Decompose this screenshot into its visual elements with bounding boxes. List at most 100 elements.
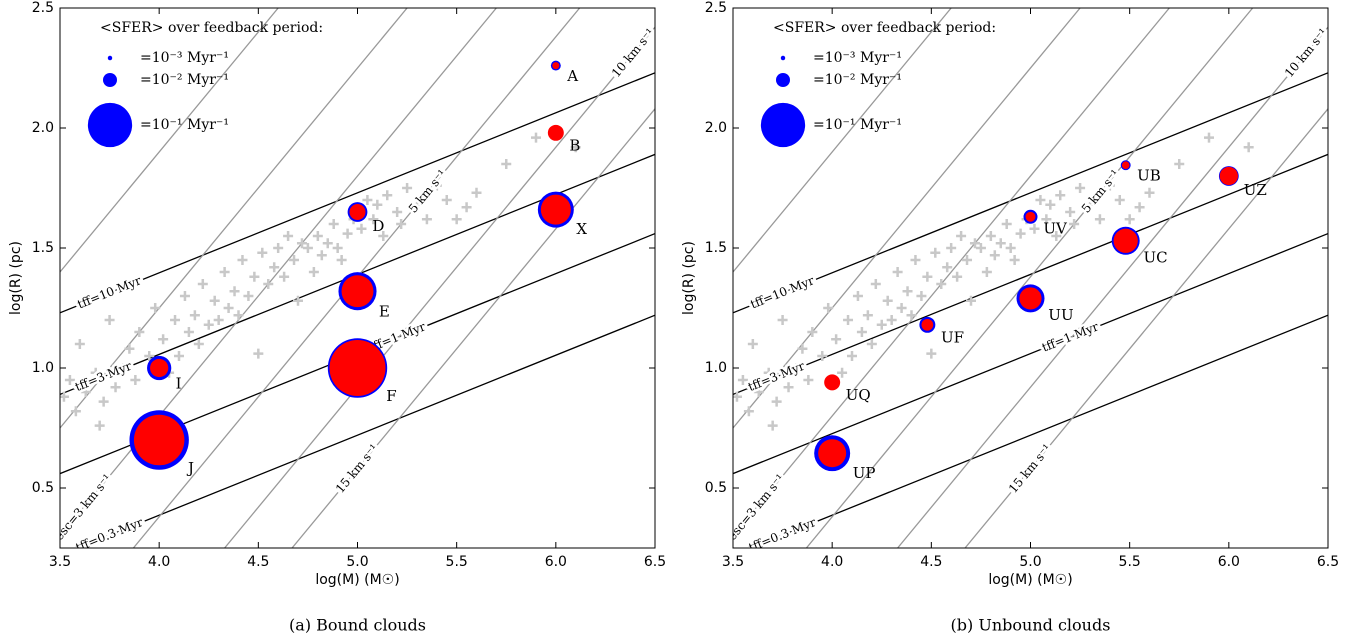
- cross-marker: [876, 319, 887, 330]
- reference-line: [60, 8, 408, 429]
- legend-label: =10⁻¹ Myr⁻¹: [140, 117, 229, 133]
- cross-marker: [916, 291, 927, 301]
- cloud-label: A: [566, 67, 578, 85]
- cross-marker: [253, 348, 264, 359]
- line-label: tff=10 Myr: [748, 273, 816, 311]
- cross-marker: [1085, 199, 1095, 210]
- cross-marker: [870, 279, 881, 289]
- cloud-label: UU: [1048, 306, 1073, 324]
- cross-marker: [197, 279, 208, 289]
- cross-marker: [1094, 214, 1105, 225]
- cross-marker: [98, 396, 109, 407]
- cross-marker: [747, 339, 758, 349]
- y-tick-label: 1.0: [32, 360, 54, 376]
- cross-marker: [981, 267, 992, 277]
- cross-marker: [368, 214, 379, 225]
- cross-marker: [969, 238, 980, 249]
- line-label: tff=3 Myr: [73, 359, 134, 394]
- cross-marker: [777, 315, 788, 325]
- cross-marker: [289, 255, 300, 265]
- cross-marker: [203, 319, 214, 330]
- inner-marker: [329, 340, 386, 396]
- cross-marker: [966, 295, 976, 306]
- cross-marker: [441, 195, 452, 205]
- legend-label: =10⁻³ Myr⁻¹: [813, 50, 902, 66]
- cross-marker: [249, 271, 260, 282]
- cross-marker: [150, 303, 161, 313]
- inner-marker: [547, 124, 564, 141]
- cross-marker: [316, 250, 327, 261]
- inner-marker: [349, 204, 366, 220]
- inner-marker: [1025, 211, 1036, 222]
- y-tick-label: 1.5: [32, 240, 54, 256]
- inner-marker: [1113, 228, 1138, 253]
- reference-line: [733, 72, 1328, 314]
- cross-marker: [209, 295, 220, 306]
- y-tick-label: 2.5: [705, 0, 727, 16]
- cross-marker: [130, 375, 141, 385]
- cross-marker: [882, 295, 893, 306]
- cross-marker: [104, 315, 115, 325]
- cross-marker: [531, 132, 541, 143]
- cross-marker: [962, 255, 973, 265]
- cross-marker: [807, 327, 818, 337]
- cross-marker: [336, 255, 347, 265]
- cross-marker: [322, 238, 333, 249]
- legend-label: =10⁻² Myr⁻¹: [140, 72, 229, 88]
- inner-marker: [824, 374, 841, 391]
- cross-marker: [1029, 223, 1040, 234]
- cross-marker: [753, 387, 764, 397]
- x-tick-label: 6.5: [644, 554, 666, 570]
- cross-marker: [570, 142, 581, 153]
- cross-marker: [308, 267, 319, 277]
- cross-marker: [74, 339, 85, 349]
- cross-marker: [1001, 219, 1012, 229]
- cross-marker: [1204, 132, 1214, 143]
- cross-marker: [263, 279, 274, 289]
- cloud-label: UF: [941, 328, 964, 346]
- cross-marker: [243, 291, 254, 301]
- inner-marker: [1121, 161, 1130, 170]
- x-tick-label: 4.5: [247, 554, 269, 570]
- cross-marker: [189, 310, 200, 321]
- x-tick-label: 6.0: [1218, 554, 1240, 570]
- cross-marker: [378, 231, 389, 241]
- cross-marker: [952, 271, 963, 282]
- cross-marker: [975, 243, 986, 253]
- cross-marker: [412, 199, 422, 210]
- x-tick-label: 5.0: [346, 554, 368, 570]
- cross-marker: [837, 367, 848, 378]
- legend-label: =10⁻³ Myr⁻¹: [140, 50, 229, 66]
- cross-marker: [342, 228, 353, 239]
- cross-marker: [431, 180, 442, 191]
- legend-label: =10⁻¹ Myr⁻¹: [813, 117, 902, 133]
- cross-marker: [847, 351, 857, 361]
- caption: (b) Unbound clouds: [951, 616, 1111, 635]
- cross-marker: [1069, 219, 1080, 229]
- line-label: tff=1 Myr: [1040, 319, 1101, 354]
- cross-marker: [233, 310, 244, 321]
- cross-marker: [229, 286, 240, 297]
- inner-marker: [341, 275, 374, 308]
- y-tick-label: 1.5: [705, 240, 727, 256]
- x-tick-label: 4.5: [920, 554, 942, 570]
- cross-marker: [862, 310, 873, 321]
- cross-marker: [1124, 214, 1135, 225]
- cross-marker: [930, 247, 941, 258]
- cross-marker: [856, 327, 867, 337]
- x-tick-label: 6.5: [1317, 554, 1339, 570]
- cross-marker: [1015, 228, 1026, 239]
- cross-marker: [985, 231, 996, 241]
- cross-marker: [763, 367, 774, 378]
- y-tick-label: 0.5: [32, 480, 54, 496]
- cross-marker: [886, 315, 897, 325]
- cross-marker: [1051, 231, 1062, 241]
- inner-marker: [1219, 166, 1238, 186]
- y-tick-label: 2.5: [32, 0, 54, 16]
- x-axis-label: log(M) (M☉): [988, 572, 1072, 588]
- cloud-label: I: [176, 374, 182, 392]
